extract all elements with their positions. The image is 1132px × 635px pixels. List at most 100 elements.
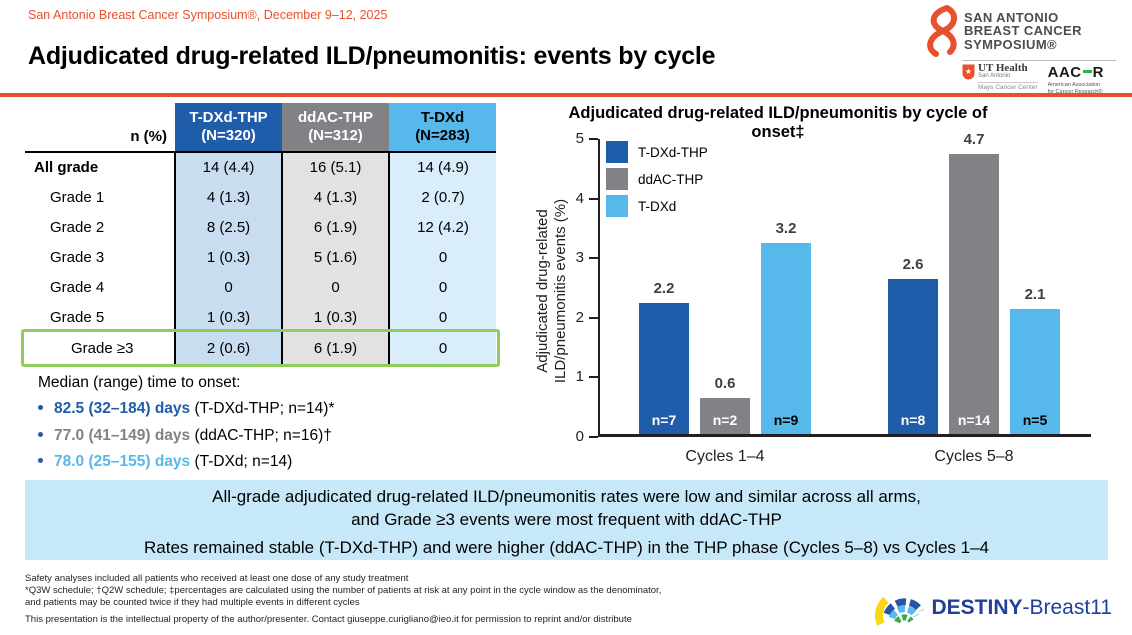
bar-group: 2.6 n=8 4.7 n=14 2.1 n=5 [888,131,1060,434]
bar-t-dxd-1: 3.2 n=9 [761,220,811,434]
cell: 12 (4.2) [388,212,496,242]
footnote-line1: Safety analyses included all patients wh… [25,573,409,584]
median-time-section: Median (range) time to onset: 82.5 (32–1… [38,374,334,480]
list-item: 82.5 (32–184) days (T-DXd-THP; n=14)* [38,400,334,418]
y-axis-tick [589,138,598,140]
destiny-fan-icon [873,584,925,631]
legend-swatch-icon [606,195,628,217]
median-value: 77.0 (41–149) days [54,426,191,444]
cell: 0 [388,332,496,365]
ut-health-logo: ★ UT Health San Antonio Mays Cancer Cent… [962,62,1038,92]
cell: 14 (4.4) [174,152,282,182]
y-axis-tick-label: 3 [575,249,584,267]
row-label: Grade 5 [25,302,175,332]
list-item: 77.0 (41–149) days (ddAC-THP; n=16)† [38,427,334,445]
bar-t-dxd-thp-1: 2.2 n=7 [639,280,689,434]
ut-health-center: Mays Cancer Center [978,82,1038,91]
table-row: Grade 2 8 (2.5) 6 (1.9) 12 (4.2) [25,212,496,242]
chart-title: Adjudicated drug-related ILD/pneumonitis… [568,104,988,141]
median-rest: (ddAC-THP; n=16)† [190,426,332,444]
sabcs-line2: BREAST CANCER [964,23,1082,39]
table-row: Grade 3 1 (0.3) 5 (1.6) 0 [25,242,496,272]
summary-line2: and Grade ≥3 events were most frequent w… [351,510,782,529]
y-axis-tick-label: 2 [575,308,584,326]
aacr-green-dash [1082,70,1092,73]
cell: 14 (4.9) [388,152,496,182]
cell: 2 (0.6) [174,332,282,365]
svg-text:★: ★ [965,67,972,76]
legend-item: T-DXd-THP [606,141,708,163]
bar-value-label: 2.1 [1024,285,1046,303]
column-header-tdxd: T-DXd (N=283) [389,103,496,152]
y-axis-tick [589,316,598,319]
legend-label: T-DXd-THP [638,144,708,160]
row-label: Grade 4 [25,272,175,302]
aacr-caption1: American Association [1047,82,1101,88]
destiny-bold: DESTINY [931,595,1023,619]
cell: 5 (1.6) [281,242,389,272]
aacr-word-right: R [1092,64,1104,81]
bar-n-label: n=7 [651,412,677,428]
bar-n-label: n=2 [712,412,738,428]
table-corner-label: n (%) [25,103,175,152]
conference-line: San Antonio Breast Cancer Symposium®, De… [28,8,388,22]
sabcs-line3: SYMPOSIUM® [964,36,1058,52]
legend-label: T-DXd [638,198,677,214]
footnote-line2: *Q3W schedule; †Q2W schedule; ‡percentag… [25,585,662,596]
cell: 6 (1.9) [281,332,389,365]
bar-group: 2.2 n=7 0.6 n=2 3.2 n=9 [639,220,811,434]
y-axis-tick-label: 4 [575,189,584,207]
table-row-highlighted: Grade ≥3 2 (0.6) 6 (1.9) 0 [25,332,496,365]
column-header-tdxd-thp: T-DXd-THP (N=320) [175,103,282,152]
cell: 1 (0.3) [281,302,389,332]
column-header-ddac-thp: ddAC-THP (N=312) [282,103,389,152]
bar-t-dxd-2: 2.1 n=5 [1010,286,1060,434]
legend-swatch-icon [606,168,628,190]
ut-shield-icon: ★ [962,64,975,80]
y-axis-tick [589,376,598,379]
bar-value-label: 2.6 [902,256,924,274]
legend-item: T-DXd [606,195,708,217]
ut-health-name: UT Health [978,62,1028,74]
median-rest: (T-DXd-THP; n=14)* [190,400,335,417]
destiny-breast11-logo: DESTINY-Breast11 [873,584,1112,631]
bar-n-label: n=8 [900,412,926,428]
bullet-icon [38,458,43,463]
cell: 1 (0.3) [174,302,282,332]
median-value: 82.5 (32–184) days [54,400,191,417]
cell: 0 [388,272,496,302]
summary-box: All-grade adjudicated drug-related ILD/p… [25,480,1108,560]
chart-legend: T-DXd-THP ddAC-THP T-DXd [606,141,708,222]
cell: 16 (5.1) [281,152,389,182]
table-row: All grade 14 (4.4) 16 (5.1) 14 (4.9) [25,152,496,182]
chart-plot: 0 1 2 3 4 5 T-DXd-THP ddAC-THP T-DXd 2.2 n=7 0.6 n=2… [576,130,1091,465]
table-row: Grade 5 1 (0.3) 1 (0.3) 0 [25,302,496,332]
median-heading: Median (range) time to onset: [38,374,241,391]
legend-item: ddAC-THP [606,168,708,190]
summary-line1: All-grade adjudicated drug-related ILD/p… [212,487,921,506]
y-axis-label: Adjudicated drug-related ILD/pneumonitis… [534,198,569,384]
sabcs-ribbon-icon [920,5,960,57]
bar-value-label: 0.6 [714,375,736,393]
y-axis-tick-label: 0 [575,428,584,445]
bullet-icon [38,405,43,410]
y-axis-tick [589,197,598,200]
bar-value-label: 3.2 [775,220,797,238]
cell: 4 (1.3) [281,182,389,212]
bar-value-label: 4.7 [963,130,985,148]
table-row: Grade 1 4 (1.3) 4 (1.3) 2 (0.7) [25,182,496,212]
list-item: 78.0 (25–155) days (T-DXd; n=14) [38,453,334,471]
destiny-rest: -Breast11 [1022,595,1113,619]
row-label: Grade 2 [25,212,175,242]
y-axis-tick-label: 5 [575,130,584,147]
aacr-caption2: for Cancer Research® [1047,89,1103,95]
cell: 1 (0.3) [174,242,282,272]
row-label: Grade 3 [25,242,175,272]
footnotes: Safety analyses included all patients wh… [25,573,661,626]
sabcs-line1: SAN ANTONIO [964,9,1059,25]
row-label: Grade 1 [25,182,175,212]
cell: 0 [388,302,496,332]
summary-line3: Rates remained stable (T-DXd-THP) and we… [144,538,989,557]
y-axis-tick [589,436,598,438]
x-axis-category-label: Cycles 1–4 [685,448,765,465]
